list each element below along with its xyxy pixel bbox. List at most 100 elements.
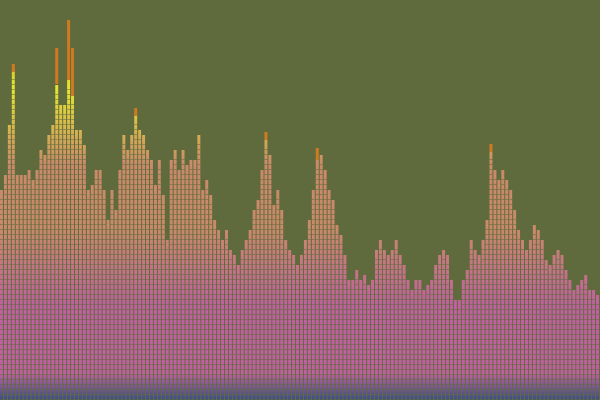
spectrum-bar — [390, 250, 394, 400]
spectrum-bar — [406, 280, 410, 400]
spectrum-bar — [150, 160, 153, 400]
spectrum-bar — [501, 170, 505, 400]
spectrum-bar — [181, 150, 185, 400]
spectrum-bar — [371, 280, 374, 400]
spectrum-bar — [355, 270, 359, 400]
spectrum-bar — [118, 170, 122, 400]
spectrum-bar — [410, 290, 414, 400]
spectrum-bar — [532, 225, 536, 400]
peak-marker — [71, 48, 74, 96]
spectrum-bar — [300, 255, 303, 400]
spectrum-bar — [453, 300, 457, 400]
spectrum-bar — [90, 185, 94, 400]
spectrum-bar — [157, 160, 161, 400]
spectrum-bar — [434, 265, 438, 400]
spectrum-bar — [75, 130, 78, 400]
spectrum-bar — [331, 200, 335, 400]
spectrum-bar — [94, 170, 98, 400]
spectrum-bar — [27, 170, 31, 400]
spectrum-bar — [505, 180, 509, 400]
spectrum-bar — [303, 240, 307, 400]
spectrum-bar — [264, 140, 268, 400]
spectrum-bar — [106, 220, 110, 400]
spectrum-bar — [205, 180, 209, 400]
spectrum-bar — [382, 250, 386, 400]
spectrum-bar — [244, 240, 248, 400]
spectrum-bar — [509, 190, 513, 400]
spectrum-bar — [82, 145, 86, 400]
spectrum-bar — [544, 260, 548, 400]
spectrum-bar — [481, 240, 485, 400]
spectrum-bar — [398, 255, 402, 400]
spectrum-bar — [252, 210, 256, 400]
spectrum-bar — [418, 280, 422, 400]
spectrum-bar — [552, 255, 556, 400]
spectrum-bar — [351, 280, 355, 400]
peak-marker — [264, 132, 268, 140]
spectrum-bar — [584, 275, 588, 400]
peak-marker — [67, 20, 71, 80]
spectrum-bar — [165, 240, 169, 400]
spectrum-bar — [588, 290, 592, 400]
spectrum-bar — [465, 270, 469, 400]
spectrum-bar — [489, 150, 493, 400]
spectrum-bar — [521, 240, 524, 400]
spectrum-bar — [134, 115, 138, 400]
spectrum-bar — [11, 70, 15, 400]
spectrum-bar — [130, 135, 134, 400]
spectrum-bar — [276, 190, 280, 400]
spectrum-bar — [110, 190, 114, 400]
spectrum-bar — [51, 125, 55, 400]
spectrum-bar — [576, 285, 580, 400]
spectrum-bar — [146, 150, 149, 400]
spectrum-bar — [47, 135, 51, 400]
spectrum-bar — [31, 180, 35, 400]
spectrum-bar — [221, 240, 224, 400]
peak-markers — [11, 20, 493, 160]
spectrum-bar — [517, 230, 521, 400]
spectrum-bar — [19, 175, 23, 400]
spectrum-bar — [35, 170, 39, 400]
spectrum-bar — [363, 275, 367, 400]
spectrum-bar — [209, 195, 213, 400]
peak-marker — [55, 48, 59, 84]
spectrum-bar — [386, 255, 390, 400]
spectrum-bar — [375, 250, 378, 400]
spectrum-bar — [23, 175, 27, 400]
spectrum-bar — [438, 255, 442, 400]
spectrum-bar — [430, 280, 434, 400]
spectrum-bar — [126, 150, 130, 400]
spectrum-bar — [307, 220, 311, 400]
spectrum-bar — [485, 220, 489, 400]
spectrum-bar — [225, 230, 228, 400]
spectrum-bar — [473, 250, 477, 400]
spectrum-bar — [461, 280, 465, 400]
spectrum-bar — [564, 270, 568, 400]
spectrum-bar — [256, 200, 260, 400]
spectrum-bar — [525, 250, 528, 400]
spectrum-bar — [98, 170, 102, 400]
spectrum-bar — [513, 210, 517, 400]
spectrum-bar — [3, 175, 7, 400]
spectrum-bar — [161, 195, 165, 400]
spectrum-bar — [402, 265, 406, 400]
spectrum-bar — [236, 265, 240, 400]
spectrum-bar — [292, 255, 296, 400]
spectrum-bar — [240, 250, 244, 400]
spectrum-bars — [0, 70, 599, 400]
spectrum-bar — [592, 290, 596, 400]
spectrum-bar — [296, 265, 299, 400]
spectrum-bar — [414, 280, 418, 400]
spectrum-bar — [15, 175, 19, 400]
spectrum-bar — [359, 280, 363, 400]
spectrum-bar — [288, 250, 292, 400]
spectrum-bar — [335, 225, 339, 400]
spectrum-bar — [217, 230, 221, 400]
spectrum-bar — [450, 280, 453, 400]
spectrum-bar — [7, 125, 11, 400]
spectrum-bar — [142, 135, 146, 400]
spectrum-bar — [323, 170, 327, 400]
spectrum-bar — [548, 265, 552, 400]
spectrum-bar — [201, 190, 205, 400]
